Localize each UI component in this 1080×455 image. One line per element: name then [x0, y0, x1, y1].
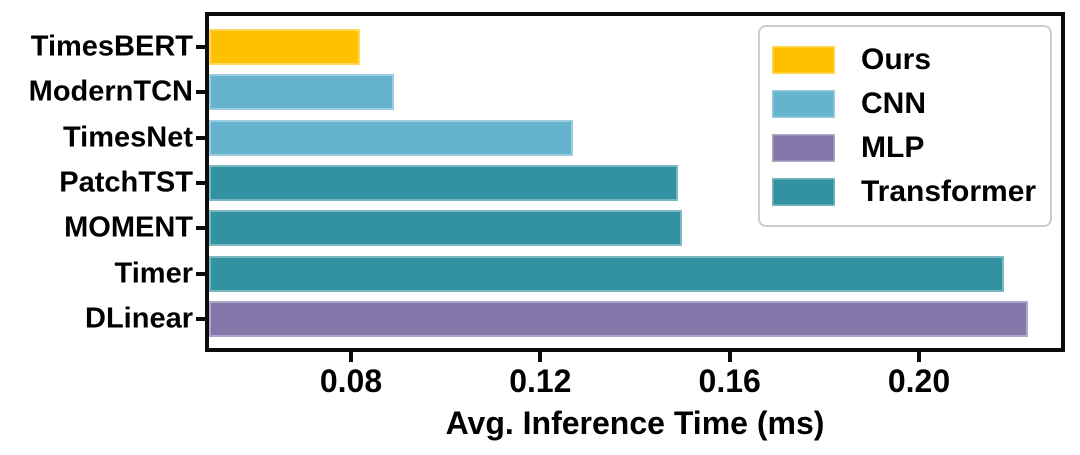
y-tick-mark: [196, 90, 205, 95]
legend-item-transformer: Transformer: [772, 170, 1038, 214]
legend-label: Transformer: [861, 175, 1037, 208]
bar-patchtst: [209, 164, 678, 201]
bar-row: [209, 251, 1061, 296]
y-tick-label-dlinear: DLinear: [85, 302, 193, 335]
bar-moment: [209, 210, 683, 247]
x-tick-mark: [917, 352, 921, 362]
y-tick-mark: [196, 226, 205, 231]
x-tick-label-0.20: 0.20: [887, 363, 951, 399]
legend-label: CNN: [861, 87, 926, 120]
bar-timesnet: [209, 119, 574, 156]
mlp-swatch: [772, 134, 835, 162]
y-axis: TimesBERT ModernTCN TimesNet PatchTST MOMENT…: [0, 12, 205, 352]
bar-row: [209, 160, 1061, 205]
y-tick-label-timer: Timer: [114, 257, 193, 290]
bar-dlinear: [209, 301, 1028, 338]
y-tick-mark: [196, 44, 205, 49]
y-tick-label-moderntcn: ModernTCN: [28, 75, 193, 108]
ours-swatch: [772, 46, 835, 74]
y-tick-label-moment: MOMENT: [64, 211, 193, 244]
x-tick-label-0.08: 0.08: [319, 363, 383, 399]
legend-item-cnn: CNN: [772, 82, 1038, 126]
bar-row: [209, 297, 1061, 342]
y-tick-mark: [196, 271, 205, 276]
legend-label: Ours: [861, 43, 932, 76]
x-tick-label-0.12: 0.12: [509, 363, 572, 399]
bars-layer: [209, 24, 1061, 342]
bar-timesbert: [209, 28, 361, 65]
legend: Ours CNN MLP Transformer: [758, 25, 1052, 227]
y-tick-mark: [196, 135, 205, 140]
x-axis-label: Avg. Inference Time (ms): [445, 405, 825, 441]
y-tick-label-timesnet: TimesNet: [62, 121, 193, 154]
legend-label: MLP: [861, 131, 925, 164]
x-tick-mark: [538, 352, 543, 362]
bar-row: [209, 24, 1061, 69]
x-tick-label-0.16: 0.16: [698, 363, 761, 399]
x-tick-mark: [348, 352, 353, 362]
transformer-swatch: [772, 178, 835, 206]
y-tick-mark: [196, 317, 205, 322]
cnn-swatch: [772, 90, 835, 118]
x-axis: 0.08 0.12 0.16 0.20: [209, 352, 1061, 404]
y-tick-label-timesbert: TimesBERT: [30, 30, 193, 63]
x-tick-mark: [727, 352, 732, 362]
bar-row: [209, 115, 1061, 160]
bar-row: [209, 69, 1061, 114]
legend-item-mlp: MLP: [772, 126, 1038, 170]
bar-moderntcn: [209, 74, 394, 111]
y-tick-mark: [196, 181, 205, 185]
legend-item-ours: Ours: [772, 38, 1038, 82]
bar-row: [209, 206, 1061, 251]
y-tick-label-patchtst: PatchTST: [59, 166, 193, 199]
bar-timer: [209, 255, 1005, 292]
legend-items: Ours CNN MLP Transformer: [772, 38, 1038, 214]
